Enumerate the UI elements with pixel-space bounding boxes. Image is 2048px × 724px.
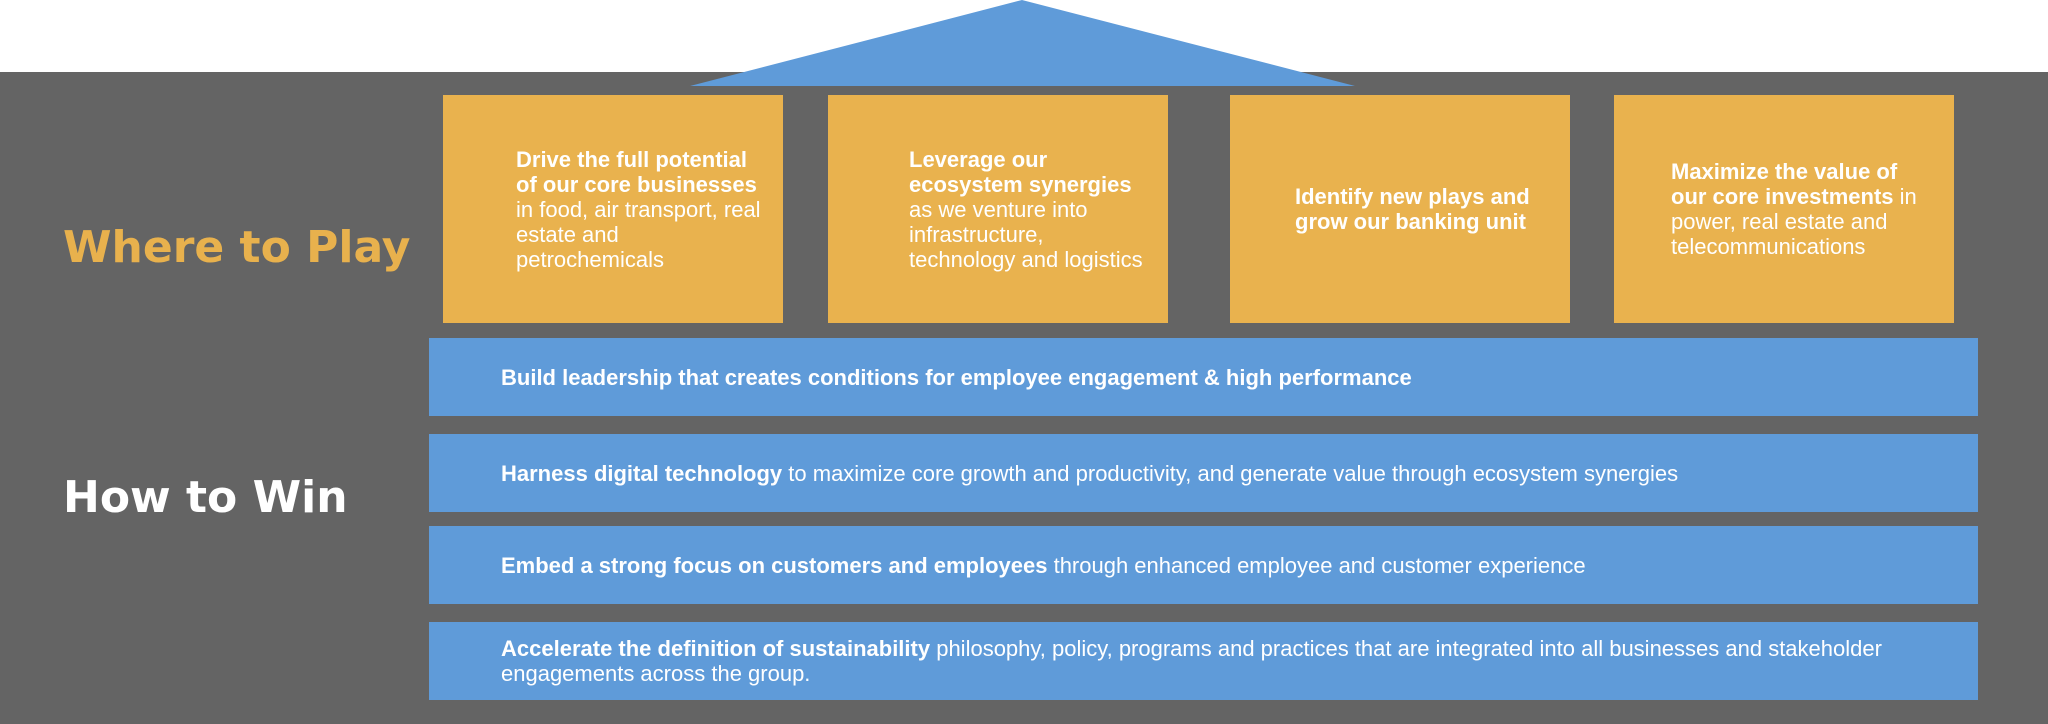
bar-text: Accelerate the definition of sustainabil… bbox=[501, 636, 1938, 686]
bar-customer-focus: Embed a strong focus on customers and em… bbox=[429, 526, 1978, 604]
pillar-text: Drive the full potential of our core bus… bbox=[516, 147, 761, 272]
pillar-rest-text: as we venture into infrastructure, techn… bbox=[909, 196, 1143, 272]
bar-text: Build leadership that creates conditions… bbox=[501, 365, 1412, 390]
how-to-win-heading: How to Win bbox=[63, 472, 348, 523]
bar-rest-text: through enhanced employee and customer e… bbox=[1047, 552, 1586, 578]
pillar-core-investments: Maximize the value of our core investmen… bbox=[1614, 95, 1954, 323]
bar-bold-text: Embed a strong focus on customers and em… bbox=[501, 552, 1048, 578]
bar-bold-text: Build leadership that creates conditions… bbox=[501, 364, 1412, 390]
pillar-ecosystem-synergies: Leverage our ecosystem synergies as we v… bbox=[828, 95, 1168, 323]
pillar-core-businesses: Drive the full potential of our core bus… bbox=[443, 95, 783, 323]
pillar-text: Maximize the value of our core investmen… bbox=[1671, 159, 1932, 259]
pillar-bold-text: Drive the full potential of our core bus… bbox=[516, 146, 757, 197]
bar-bold-text: Harness digital technology bbox=[501, 460, 783, 486]
bar-text: Harness digital technology to maximize c… bbox=[501, 461, 1678, 486]
pillar-bold-text: Maximize the value of our core investmen… bbox=[1671, 159, 1898, 209]
pillar-rest-text: in food, air transport, real estate and … bbox=[516, 196, 761, 272]
pillar-rest-text: in power, real estate and telecommunicat… bbox=[1671, 184, 1917, 259]
bar-sustainability: Accelerate the definition of sustainabil… bbox=[429, 622, 1978, 700]
roof-triangle bbox=[690, 0, 1355, 86]
pillar-text: Identify new plays and grow our banking … bbox=[1295, 184, 1548, 234]
pillar-bold-text: Leverage our ecosystem synergies bbox=[909, 146, 1132, 197]
bar-rest-text: to maximize core growth and productivity… bbox=[782, 460, 1679, 486]
bar-digital-technology: Harness digital technology to maximize c… bbox=[429, 434, 1978, 512]
bar-text: Embed a strong focus on customers and em… bbox=[501, 553, 1586, 578]
bar-leadership: Build leadership that creates conditions… bbox=[429, 338, 1978, 416]
bar-rest-text: philosophy, policy, programs and practic… bbox=[501, 636, 1882, 686]
pillar-bold-text: Identify new plays and grow our banking … bbox=[1295, 184, 1530, 234]
bar-bold-text: Accelerate the definition of sustainabil… bbox=[501, 636, 931, 661]
where-to-play-heading: Where to Play bbox=[63, 222, 411, 273]
pillar-text: Leverage our ecosystem synergies as we v… bbox=[909, 147, 1146, 272]
pillar-new-plays-banking: Identify new plays and grow our banking … bbox=[1230, 95, 1570, 323]
